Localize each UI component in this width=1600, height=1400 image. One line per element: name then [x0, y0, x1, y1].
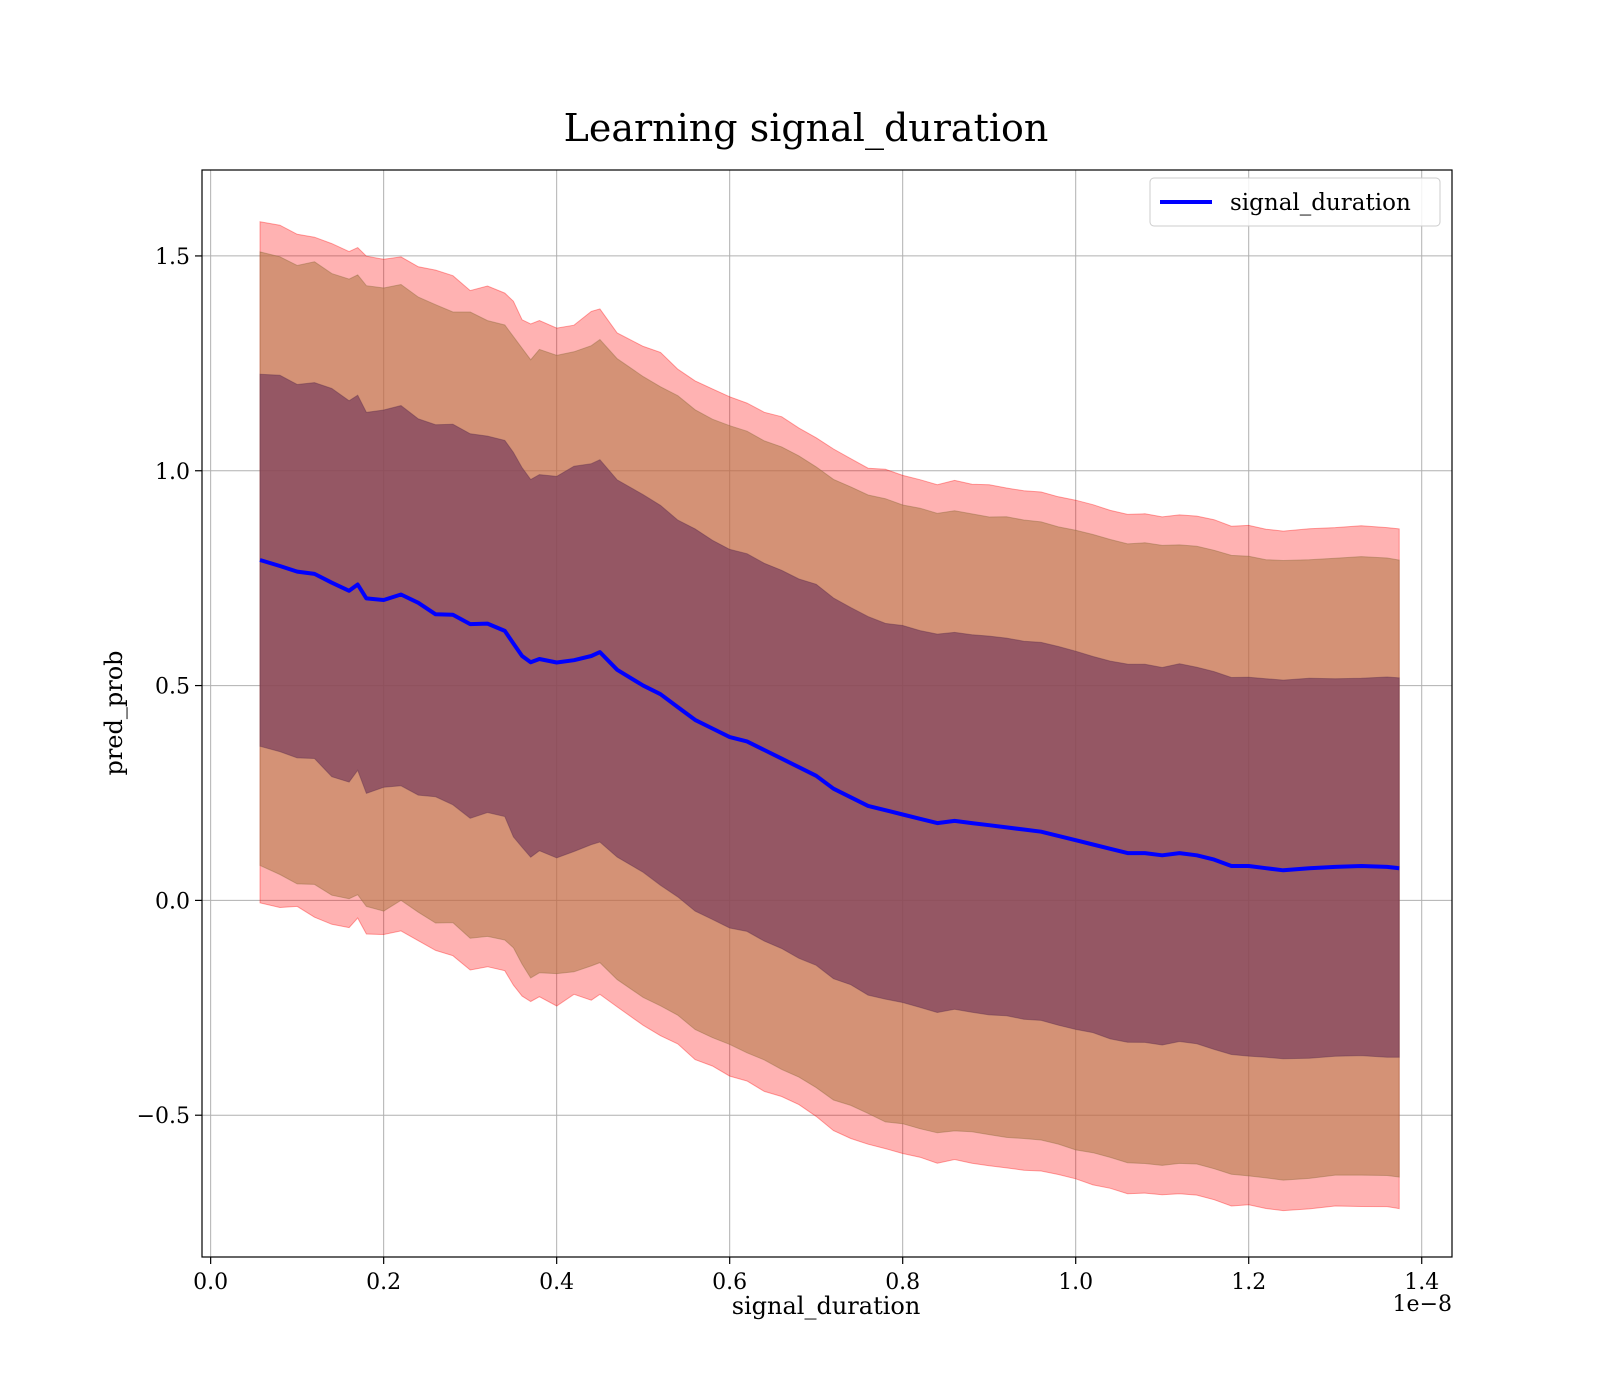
legend: signal_duration: [1149, 177, 1441, 227]
x-tick-label: 0.4: [539, 1270, 574, 1295]
confidence-bands: [259, 221, 1400, 1212]
y-tick-label: 0.0: [155, 889, 190, 914]
x-axis-label: signal_duration: [732, 1292, 921, 1320]
y-tick-label: −0.5: [137, 1104, 190, 1129]
x-tick-label: 0.2: [366, 1270, 401, 1295]
chart-title: Learning signal_duration: [564, 106, 1049, 151]
series-line-signal-duration: [259, 558, 1400, 873]
y-tick-label: 1.0: [155, 460, 190, 485]
series-lines: [259, 558, 1400, 873]
plot-frame: [201, 169, 1453, 1258]
inner-band: [259, 373, 1400, 1060]
y-axis-label: pred_prob: [100, 650, 128, 775]
x-tick-label: 1.0: [1058, 1270, 1093, 1295]
x-tick-label: 0.6: [712, 1270, 747, 1295]
legend-box: [1149, 177, 1441, 227]
y-tick-label: 0.5: [155, 675, 190, 700]
x-axis-ticks: 0.0 0.2 0.4 0.6 0.8 1.0 1.2 1.4: [193, 1257, 1439, 1295]
legend-label: signal_duration: [1230, 190, 1411, 216]
x-tick-label: 1.4: [1404, 1270, 1439, 1295]
x-tick-label: 0.8: [885, 1270, 920, 1295]
x-axis-offset-label: 1e−8: [1393, 1292, 1452, 1317]
x-tick-label: 1.2: [1231, 1270, 1266, 1295]
y-tick-label: 1.5: [155, 245, 190, 270]
y-axis-ticks: −0.5 0.0 0.5 1.0 1.5: [137, 245, 202, 1129]
x-tick-label: 0.0: [193, 1270, 228, 1295]
